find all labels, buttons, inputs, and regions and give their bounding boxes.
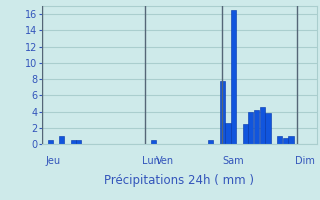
Text: Précipitations 24h ( mm ): Précipitations 24h ( mm ): [104, 174, 254, 187]
Text: Dim: Dim: [295, 156, 315, 166]
Bar: [277, 136, 282, 144]
Bar: [231, 10, 236, 144]
Bar: [208, 140, 213, 144]
Bar: [70, 140, 76, 144]
Bar: [151, 140, 156, 144]
Bar: [76, 140, 82, 144]
Bar: [225, 123, 230, 144]
Text: Sam: Sam: [223, 156, 244, 166]
Bar: [288, 136, 293, 144]
Bar: [220, 81, 225, 144]
Text: Lun: Lun: [141, 156, 159, 166]
Bar: [59, 136, 64, 144]
Text: Ven: Ven: [156, 156, 174, 166]
Bar: [283, 138, 288, 144]
Bar: [260, 107, 265, 144]
Bar: [248, 112, 253, 144]
Text: Jeu: Jeu: [45, 156, 60, 166]
Bar: [243, 124, 248, 144]
Bar: [266, 113, 271, 144]
Bar: [254, 110, 259, 144]
Bar: [48, 140, 53, 144]
